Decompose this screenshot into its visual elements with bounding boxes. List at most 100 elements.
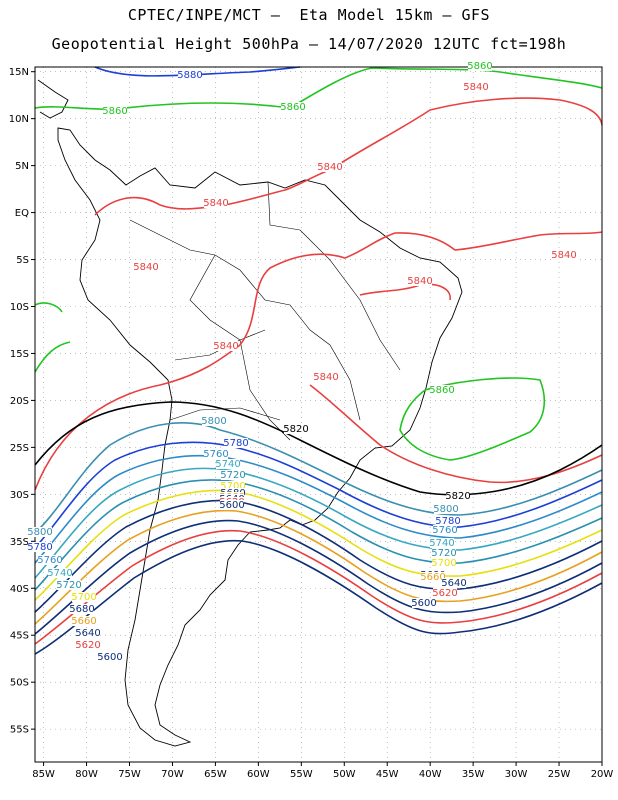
- coastline-and-borders: [37, 79, 463, 747]
- contour-label-5860: 5860: [467, 61, 492, 72]
- contour-label-5600: 5600: [411, 598, 436, 609]
- contour-label-5620: 5620: [432, 588, 457, 599]
- lon-tick-label: 35W: [462, 769, 485, 780]
- lon-tick-label: 55W: [290, 769, 313, 780]
- contour-line-5660: [34, 509, 603, 625]
- lon-tick-label: 70W: [161, 769, 184, 780]
- contour-label-bg: [202, 416, 226, 426]
- contour-label-bg: [57, 580, 81, 590]
- lon-tick-label: 40W: [419, 769, 442, 780]
- contour-line-5780: [34, 441, 603, 549]
- contour-label-bg: [468, 61, 492, 71]
- contour-label-5600: 5600: [219, 500, 244, 511]
- contour-line-5600: [34, 539, 603, 655]
- contour-line-5820: [34, 401, 603, 496]
- contour-label-bg: [318, 162, 342, 172]
- contour-label-bg: [178, 70, 202, 80]
- contour-label-bg: [408, 276, 432, 286]
- contour-label-bg: [221, 481, 245, 491]
- contour-label-5740: 5740: [215, 459, 240, 470]
- lon-tick-label: 65W: [204, 769, 227, 780]
- contour-label-5680: 5680: [69, 604, 94, 615]
- contour-line-5720: [34, 479, 603, 591]
- contour-label-5840: 5840: [407, 276, 432, 287]
- lat-tick-label: 15N: [9, 67, 29, 78]
- lon-tick-label: 30W: [505, 769, 528, 780]
- height-contours: [34, 66, 603, 655]
- contour-label-5800: 5800: [201, 416, 226, 427]
- contour-label-bg: [430, 385, 454, 395]
- contour-label-bg: [430, 538, 454, 548]
- contour-label-bg: [48, 568, 72, 578]
- lat-tick-label: 5S: [16, 255, 29, 266]
- contour-line-5860: [399, 377, 546, 461]
- contour-label-bg: [72, 616, 96, 626]
- contour-label-bg: [76, 628, 100, 638]
- contour-label-5840: 5840: [551, 250, 576, 261]
- south-america-outline: [57, 127, 463, 747]
- contour-label-bg: [281, 102, 305, 112]
- contour-label-bg: [432, 558, 456, 568]
- contour-label-5860: 5860: [280, 102, 305, 113]
- lon-tick-label: 60W: [247, 769, 270, 780]
- lat-tick-label: 40S: [10, 584, 29, 595]
- lon-tick-label: 20W: [591, 769, 614, 780]
- central-america-outline: [37, 79, 69, 119]
- contour-label-bg: [433, 525, 457, 535]
- contour-label-5840: 5840: [203, 198, 228, 209]
- contour-label-5840: 5840: [213, 341, 238, 352]
- lat-tick-label: 10N: [9, 114, 29, 125]
- contour-label-bg: [221, 470, 245, 480]
- contour-label-bg: [70, 604, 94, 614]
- contour-label-5640: 5640: [441, 578, 466, 589]
- contour-label-bg: [98, 652, 122, 662]
- lon-tick-label: 50W: [333, 769, 356, 780]
- contour-label-bg: [284, 424, 308, 434]
- contour-line-5840: [309, 384, 603, 484]
- axis-labels: 15N 10N 5N EQ 5S 10S 15S 20S 25S 30S 35S 40S 45S 50S 5…: [9, 67, 614, 780]
- contour-label-bg: [204, 198, 228, 208]
- lat-tick-label: 10S: [10, 302, 29, 313]
- contour-label-bg: [204, 449, 228, 459]
- contour-label-5780: 5780: [435, 516, 460, 527]
- contour-label-bg: [76, 640, 100, 650]
- contour-label-5700: 5700: [71, 592, 96, 603]
- contour-label-5800: 5800: [433, 504, 458, 515]
- lon-tick-label: 25W: [548, 769, 571, 780]
- map-frame: [34, 66, 603, 763]
- contour-label-5720: 5720: [431, 548, 456, 559]
- contour-label-bg: [421, 572, 445, 582]
- contour-label-5820: 5820: [445, 491, 470, 502]
- contour-labels: 5880 5860 5860 5860 5860 5840 5840 5840 5840 5840…: [27, 61, 577, 663]
- contour-label-bg: [434, 504, 458, 514]
- contour-label-bg: [442, 578, 466, 588]
- contour-label-bg: [214, 341, 238, 351]
- contour-label-5760: 5760: [203, 449, 228, 460]
- contour-label-5840: 5840: [313, 372, 338, 383]
- contour-line-5860: [34, 302, 71, 373]
- contour-label-5860: 5860: [102, 106, 127, 117]
- contour-label-5840: 5840: [317, 162, 342, 173]
- contour-label-bg: [446, 491, 470, 501]
- contour-label-bg: [433, 588, 457, 598]
- contour-label-5640: 5640: [75, 628, 100, 639]
- contour-label-bg: [38, 555, 62, 565]
- lon-tick-label: 75W: [118, 769, 141, 780]
- contour-label-bg: [134, 262, 158, 272]
- contour-label-bg: [28, 542, 52, 552]
- chart-subtitle: Geopotential Height 500hPa – 14/07/2020 …: [51, 35, 567, 53]
- contour-line-5840: [94, 97, 603, 216]
- contour-label-bg: [224, 438, 248, 448]
- contour-line-5740: [34, 467, 603, 579]
- contour-label-bg: [464, 82, 488, 92]
- lat-tick-label: 55S: [10, 725, 29, 736]
- contour-label-5760: 5760: [37, 555, 62, 566]
- lat-tick-label: EQ: [15, 208, 29, 219]
- lat-tick-label: 45S: [10, 631, 29, 642]
- contour-label-5740: 5740: [429, 538, 454, 549]
- lat-tick-label: 20S: [10, 396, 29, 407]
- lat-tick-label: 5N: [15, 161, 29, 172]
- contour-label-5740: 5740: [47, 568, 72, 579]
- contour-label-5720: 5720: [56, 580, 81, 591]
- chart-title: CPTEC/INPE/MCT – Eta Model 15km – GFS: [127, 6, 491, 24]
